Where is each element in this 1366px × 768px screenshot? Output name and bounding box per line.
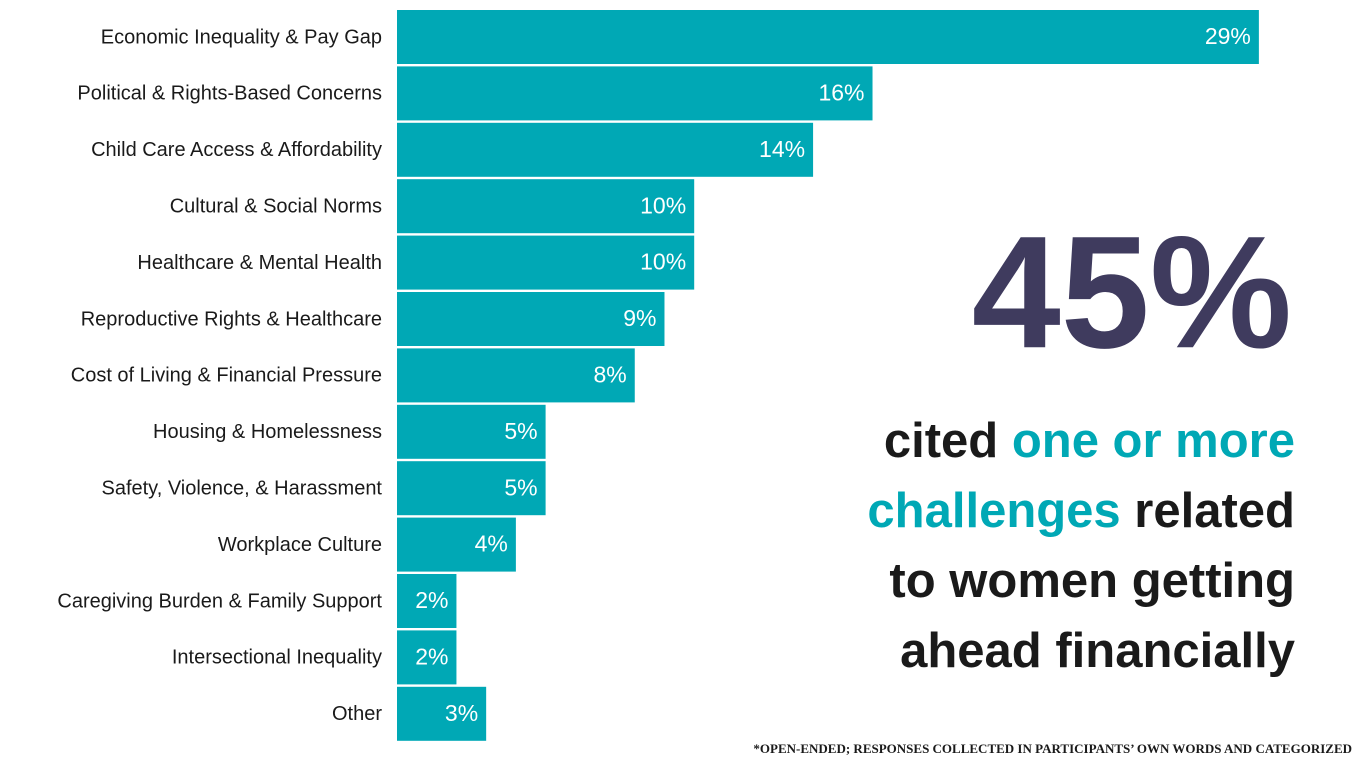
bar	[397, 348, 635, 403]
bar	[397, 404, 546, 459]
value-label: 10%	[640, 192, 686, 218]
callout-text: related	[1121, 484, 1295, 538]
category-label: Intersectional Inequality	[172, 647, 382, 669]
category-label: Caregiving Burden & Family Support	[57, 590, 382, 612]
bar	[397, 517, 516, 572]
value-label: 5%	[504, 418, 537, 444]
callout-text: one or more	[1012, 414, 1295, 468]
category-label: Cultural & Social Norms	[170, 195, 382, 217]
bar	[397, 686, 487, 741]
bar	[397, 292, 665, 346]
callout-text: to women getting	[889, 554, 1295, 608]
bar	[397, 66, 873, 121]
callout-line: to women getting	[889, 554, 1295, 608]
category-label: Economic Inequality & Pay Gap	[101, 26, 382, 48]
value-label: 9%	[623, 305, 656, 331]
category-label: Cost of Living & Financial Pressure	[71, 365, 382, 387]
value-label: 2%	[415, 587, 448, 613]
callout-figure: 45%	[972, 202, 1292, 381]
footnote: *OPEN-ENDED; RESPONSES COLLECTED IN PART…	[753, 741, 1352, 756]
value-label: 3%	[445, 700, 478, 726]
bar	[397, 235, 695, 290]
category-label: Political & Rights-Based Concerns	[77, 83, 382, 105]
category-label: Workplace Culture	[218, 534, 382, 556]
value-label: 2%	[415, 643, 448, 669]
category-label: Other	[332, 703, 382, 725]
value-label: 8%	[594, 361, 627, 387]
callout-text: ahead financially	[900, 624, 1295, 678]
callout-text: cited	[884, 414, 1012, 468]
bar	[397, 122, 814, 177]
category-label: Housing & Homelessness	[153, 421, 382, 443]
value-label: 14%	[759, 136, 805, 162]
callout-line: challenges related	[867, 484, 1295, 538]
bar	[397, 10, 1259, 64]
category-label: Reproductive Rights & Healthcare	[81, 308, 382, 330]
bar	[397, 461, 546, 516]
value-label: 5%	[504, 474, 537, 500]
bar	[397, 574, 457, 628]
value-label: 4%	[475, 531, 508, 557]
callout-text: challenges	[867, 484, 1120, 538]
value-label: 16%	[818, 79, 864, 105]
callout-line: ahead financially	[900, 624, 1295, 678]
bar	[397, 179, 695, 234]
value-label: 29%	[1205, 23, 1251, 49]
category-label: Healthcare & Mental Health	[137, 252, 382, 274]
category-label: Safety, Violence, & Harassment	[101, 477, 382, 499]
callout-line: cited one or more	[884, 414, 1295, 468]
bar	[397, 630, 457, 685]
category-label: Child Care Access & Affordability	[91, 139, 382, 161]
value-label: 10%	[640, 249, 686, 275]
